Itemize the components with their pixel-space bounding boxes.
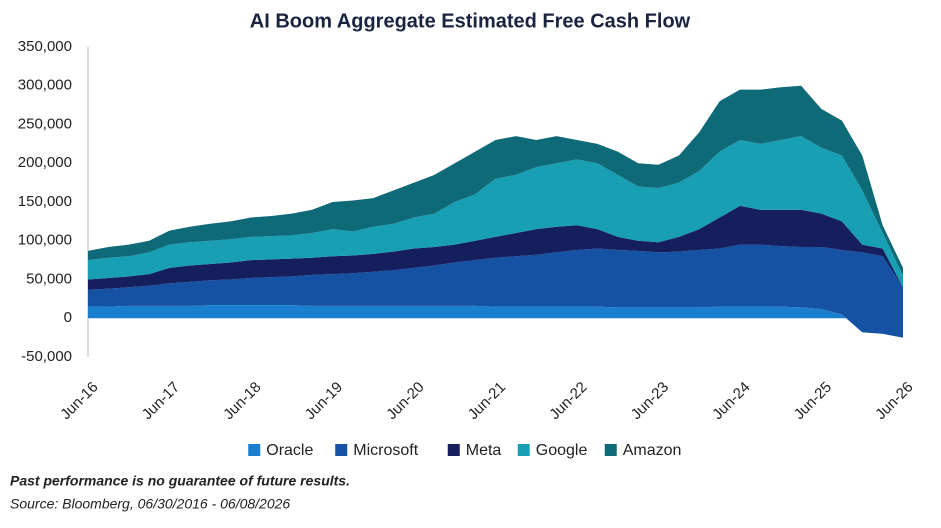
legend-swatch — [517, 444, 530, 456]
y-tick-label: 0 — [64, 309, 72, 326]
y-tick-label: 300,000 — [18, 77, 72, 94]
y-tick-label: 350,000 — [18, 38, 72, 55]
area — [88, 136, 903, 288]
area — [88, 205, 903, 290]
legend-label: Meta — [466, 442, 502, 459]
chart-title: AI Boom Aggregate Estimated Free Cash Fl… — [250, 10, 691, 32]
x-tick-label: Jun-23 — [628, 379, 672, 423]
x-tick-label: Jun-20 — [383, 379, 427, 423]
y-tick-label: -50,000 — [21, 348, 72, 365]
area — [88, 85, 903, 276]
area — [88, 305, 903, 338]
x-tick-label: Jun-26 — [872, 379, 916, 423]
legend-label: Amazon — [623, 442, 682, 459]
y-tick-label: 200,000 — [18, 154, 72, 171]
x-tick-label: Jun-19 — [302, 379, 346, 423]
y-tick-label: 250,000 — [18, 115, 72, 132]
x-tick-label: Jun-22 — [546, 379, 590, 423]
footnote: Past performance is no guarantee of futu… — [10, 473, 350, 489]
x-tick-label: Jun-25 — [791, 379, 835, 423]
x-tick-label: Jun-18 — [220, 379, 264, 423]
y-tick-label: 100,000 — [18, 232, 72, 249]
area — [88, 244, 903, 338]
source: Source: Bloomberg, 06/30/2016 - 06/08/20… — [10, 496, 290, 512]
legend-swatch — [447, 444, 460, 456]
legend-swatch — [604, 444, 617, 456]
x-tick-label: Jun-17 — [139, 379, 183, 423]
legend-label: Microsoft — [353, 442, 418, 459]
legend-swatch — [335, 444, 348, 456]
x-tick-label: Jun-24 — [709, 379, 753, 423]
legend-label: Oracle — [266, 442, 313, 459]
x-tick-label: Jun-21 — [465, 379, 509, 423]
y-tick-label: 150,000 — [18, 193, 72, 210]
y-tick-label: 50,000 — [26, 270, 72, 287]
legend-swatch — [248, 444, 261, 456]
legend-label: Google — [536, 442, 588, 459]
x-tick-label: Jun-16 — [57, 379, 101, 423]
